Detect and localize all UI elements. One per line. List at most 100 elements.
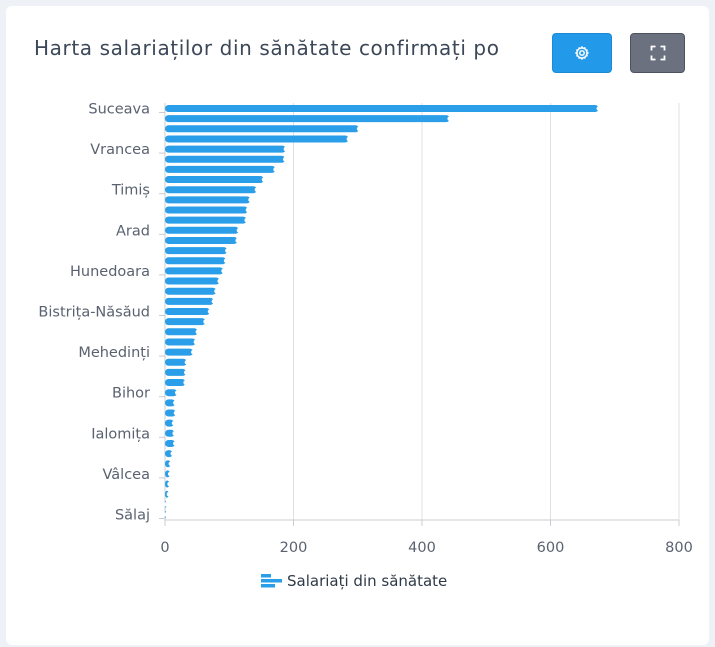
bar xyxy=(165,358,187,366)
bar xyxy=(165,236,238,244)
expand-icon xyxy=(650,45,665,61)
bar-end-dot xyxy=(221,268,226,274)
bar xyxy=(165,257,227,265)
bar xyxy=(165,439,176,447)
bar-end-dot xyxy=(282,157,288,162)
bar xyxy=(165,125,360,133)
bar xyxy=(165,429,175,437)
bar-end-dot xyxy=(223,258,229,263)
bar xyxy=(165,389,178,397)
y-tick-label: Sălaj xyxy=(115,508,150,524)
settings-button[interactable] xyxy=(552,33,612,73)
bar-end-dot xyxy=(170,451,175,456)
bar-end-dot xyxy=(168,461,173,466)
x-tick-label: 400 xyxy=(408,540,436,556)
bar xyxy=(165,226,239,234)
bar xyxy=(165,155,286,163)
bar-end-dot xyxy=(191,349,196,355)
bar xyxy=(165,196,251,204)
bar xyxy=(165,348,194,356)
y-tick-label: Hunedoara xyxy=(70,264,150,280)
bar-end-dot xyxy=(175,390,180,395)
bar-end-dot xyxy=(195,329,200,334)
bar-end-dot xyxy=(167,481,172,487)
bar xyxy=(165,145,286,153)
bar xyxy=(165,206,248,214)
bar xyxy=(165,176,264,184)
bar xyxy=(165,186,257,194)
bar-end-dot xyxy=(207,309,213,314)
bar-end-dot xyxy=(172,431,177,436)
bar xyxy=(165,318,206,326)
legend-bar-icon xyxy=(261,574,282,588)
bar-end-dot xyxy=(245,207,251,213)
bar-end-dot xyxy=(346,136,351,142)
x-tick-label: 200 xyxy=(280,540,308,556)
gear-icon xyxy=(575,46,589,60)
bar xyxy=(165,165,276,173)
y-tick-label: Arad xyxy=(116,223,150,239)
bar-end-dot xyxy=(173,400,178,406)
bar xyxy=(165,379,186,387)
bar-end-dot xyxy=(248,197,253,203)
bar-end-dot xyxy=(166,492,172,497)
bar xyxy=(165,399,176,407)
bar xyxy=(165,368,187,376)
bar-end-dot xyxy=(217,278,222,284)
y-tick-label: Vâlcea xyxy=(103,467,151,483)
bar xyxy=(165,277,220,285)
bar-end-dot xyxy=(214,289,219,294)
bar-end-dot xyxy=(167,471,173,477)
bar-end-dot xyxy=(283,146,288,152)
bar-end-dot xyxy=(184,360,190,365)
y-tick-label: Mehedinți xyxy=(78,345,150,361)
legend-item[interactable]: Salariați din sănătate xyxy=(261,572,447,590)
bar-end-dot xyxy=(211,299,217,304)
bar-end-dot xyxy=(164,502,169,507)
bar-end-dot xyxy=(203,319,208,324)
x-tick-label: 600 xyxy=(537,540,565,556)
bar-end-dot xyxy=(244,217,249,223)
x-tick-label: 0 xyxy=(160,540,169,556)
bar xyxy=(165,267,224,275)
bar-end-dot xyxy=(236,228,242,233)
bar-end-dot xyxy=(596,106,601,111)
bar xyxy=(165,287,217,295)
bar-end-dot xyxy=(171,420,177,426)
bar xyxy=(165,216,247,224)
bar xyxy=(165,105,599,112)
chart-title: Harta salariaților din sănătate confirma… xyxy=(34,36,500,60)
bar-end-dot xyxy=(225,248,230,253)
bar xyxy=(165,460,171,468)
x-tick-label: 800 xyxy=(665,540,693,556)
bar-end-dot xyxy=(356,126,362,131)
y-tick-label: Suceava xyxy=(88,102,150,118)
y-tick-label: Vrancea xyxy=(90,142,150,158)
bar xyxy=(165,338,196,346)
bar-end-dot xyxy=(193,339,199,345)
bar xyxy=(165,308,210,315)
bar xyxy=(165,419,174,427)
bar xyxy=(165,297,214,305)
bar xyxy=(165,450,173,458)
bar xyxy=(165,135,349,143)
bar-end-dot xyxy=(273,167,278,172)
y-tick-label: Timiș xyxy=(111,183,150,199)
y-tick-label: Bihor xyxy=(112,386,150,402)
bar-end-dot xyxy=(164,512,169,517)
bar-end-dot xyxy=(235,238,240,243)
bar-end-dot xyxy=(173,410,179,416)
bar xyxy=(165,328,198,336)
y-tick-label: Ialomița xyxy=(91,426,150,442)
bar xyxy=(165,409,176,417)
bar-end-dot xyxy=(173,441,178,446)
bar-end-dot xyxy=(254,187,260,192)
fullscreen-button[interactable] xyxy=(630,33,685,73)
legend-label: Salariați din sănătate xyxy=(287,572,448,590)
bar xyxy=(165,247,228,255)
bar-end-dot xyxy=(184,370,189,375)
bar xyxy=(165,115,450,123)
chart-card xyxy=(6,6,709,645)
bar-end-dot xyxy=(447,116,452,121)
